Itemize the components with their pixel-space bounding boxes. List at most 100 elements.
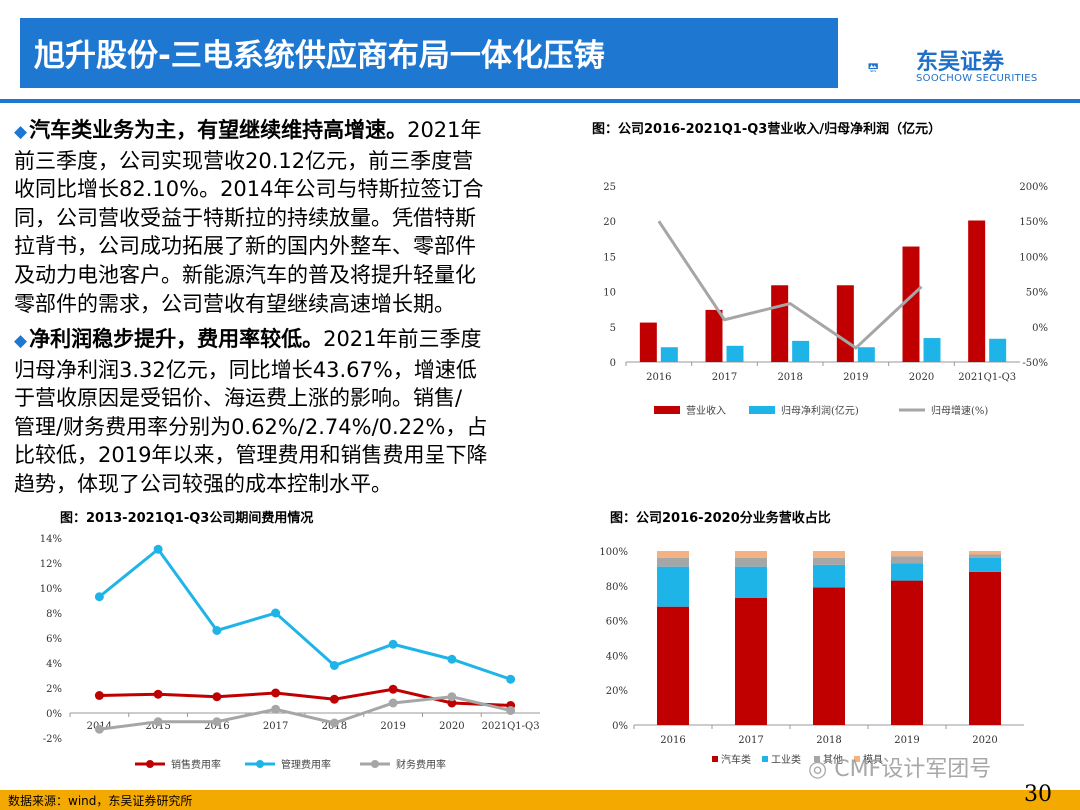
stacked-bar-segment: [657, 551, 689, 558]
x-tick-label: 2017: [738, 735, 763, 746]
bullet-line: 趋势，体现了公司较强的成本控制水平。: [14, 471, 392, 496]
stacked-bar-segment: [891, 556, 923, 564]
series-point: [388, 639, 398, 649]
series-point: [447, 698, 457, 708]
series-point: [94, 691, 104, 700]
stacked-bar-segment: [657, 606, 689, 725]
footer-bar: [0, 790, 1080, 810]
bullet-heading: 净利润稳步提升，费用率较低。: [29, 327, 324, 351]
bar-net-profit: [989, 338, 1007, 362]
stacked-bar-segment: [813, 564, 845, 588]
stacked-bar-segment: [813, 551, 845, 558]
legend-swatch: [762, 756, 768, 762]
watermark: ◎ CMF设计军团号: [808, 751, 991, 783]
y-tick-label: 40%: [606, 651, 628, 662]
x-tick-label: 2019: [894, 735, 919, 746]
x-tick-label: 2020: [909, 372, 934, 383]
logo-mark: SCS: [870, 69, 876, 73]
y-tick-label: 0%: [612, 721, 628, 732]
data-source: 数据来源：wind，东吴证券研究所: [8, 794, 193, 808]
series-point: [212, 717, 222, 727]
stacked-bar-segment: [735, 597, 767, 725]
stacked-bar-segment: [735, 566, 767, 598]
legend-label: 营业收入: [686, 404, 726, 417]
line-profit-growth: [657, 220, 923, 350]
x-tick-label: 2016: [646, 372, 671, 383]
x-tick-label: 2016: [660, 735, 685, 746]
stacked-bar-segment: [969, 571, 1001, 725]
bar-net-profit: [660, 347, 678, 362]
series-point: [329, 661, 339, 670]
legend-label: 模具: [863, 754, 883, 766]
bullet-line: 归母净利润3.32亿元，同比增长43.67%，增速低: [14, 357, 477, 382]
title-bar: [20, 18, 838, 88]
series-point: [329, 718, 339, 728]
y-tick-label: 8%: [46, 609, 62, 620]
bullet-line: 拉背书，公司成功拓展了新的国内外整车、零部件: [14, 234, 476, 259]
series-point: [271, 688, 281, 698]
series-point: [447, 654, 457, 664]
stacked-bar-segment: [813, 587, 845, 725]
series-point: [153, 689, 163, 699]
bullet-line: 于营收原因是受铝价、海运费上涨的影响。销售/: [14, 386, 463, 411]
y-tick-label: 60%: [606, 617, 628, 628]
bullet-line: 收同比增长82.10%。2014年公司与特斯拉签订合: [14, 177, 484, 202]
x-tick-label: 2021Q1-Q3: [482, 721, 540, 732]
x-tick-label: 2020: [972, 735, 997, 746]
series-point: [506, 674, 516, 684]
bullet-heading: 汽车类业务为主，有望继续维持高增速。: [29, 118, 408, 142]
bullet-profit: ◆净利润稳步提升，费用率较低。2021年前三季度 归母净利润3.32亿元，同比增…: [14, 325, 569, 499]
legend-swatch: [712, 756, 718, 762]
legend-marker: [256, 760, 264, 768]
series-point: [447, 692, 457, 702]
stacked-bar-segment: [891, 580, 923, 725]
legend-label: 销售费用率: [171, 758, 221, 771]
legend-label: 归母净利润(亿元): [781, 404, 859, 417]
header-rule: [0, 99, 1080, 103]
x-tick-label: 2017: [712, 372, 737, 383]
series-line: [99, 687, 511, 707]
legend-label: 归母增速(%): [931, 404, 988, 417]
y2-tick-label: -50%: [1022, 358, 1048, 369]
x-tick-label: 2021Q1-Q3: [958, 372, 1016, 383]
x-tick-label: 2015: [145, 721, 170, 732]
bullet-line: 前三季度，公司实现营收20.12亿元，前三季度营: [14, 148, 474, 173]
legend-swatch: [654, 406, 680, 414]
series-point: [94, 724, 104, 734]
bar-revenue: [902, 246, 920, 362]
bar-revenue: [771, 285, 789, 362]
y-tick-label: 0: [610, 358, 616, 369]
stacked-bar-segment: [969, 557, 1001, 572]
segment-share-chart: 0% 20% 40% 60% 80% 100% 2016 2017 2018 2019 2020 汽车…: [599, 547, 1024, 766]
bullet-line: 及动力电池客户。新能源汽车的普及将提升轻量化: [14, 262, 476, 287]
bullet-revenue: ◆汽车类业务为主，有望继续维持高增速。2021年 前三季度，公司实现营收20.1…: [14, 116, 569, 318]
series-point: [506, 706, 516, 715]
bar-net-profit: [792, 340, 810, 362]
bar-net-profit: [923, 338, 941, 362]
logo-icon: SCS: [868, 63, 878, 73]
legend-swatch: [749, 406, 775, 414]
y-tick-label: 80%: [606, 582, 628, 593]
y-tick-label: 25: [603, 182, 616, 193]
y-tick-label: 100%: [599, 547, 628, 558]
diamond-bullet-icon: ◆: [14, 331, 28, 351]
page-number: 30: [1024, 782, 1052, 807]
series-point: [329, 694, 339, 704]
stacked-bar-segment: [657, 566, 689, 607]
bullet-line: 2021年: [407, 118, 482, 142]
stacked-bar-segment: [969, 551, 1001, 555]
legend-swatch: [814, 756, 820, 762]
y-tick-label: 10%: [40, 584, 62, 595]
y2-tick-label: 50%: [1026, 288, 1048, 299]
y-tick-label: 15: [603, 252, 616, 263]
expense-rate-chart: -2%0%2%4%6%8%10%12%14%201420152016201720…: [40, 534, 540, 771]
diamond-bullet-icon: ◆: [14, 122, 28, 142]
x-tick-label: 2017: [263, 721, 288, 732]
stacked-bar-segment: [657, 557, 689, 567]
y-tick-label: 5: [610, 323, 616, 334]
bullet-line: 零部件的需求，公司营收有望继续高速增长期。: [14, 291, 455, 316]
series-line: [99, 695, 511, 731]
x-tick-label: 2018: [777, 372, 802, 383]
bullet-line: 管理/财务费用率分别为0.62%/2.74%/0.22%，占: [14, 414, 488, 439]
series-point: [153, 717, 163, 727]
